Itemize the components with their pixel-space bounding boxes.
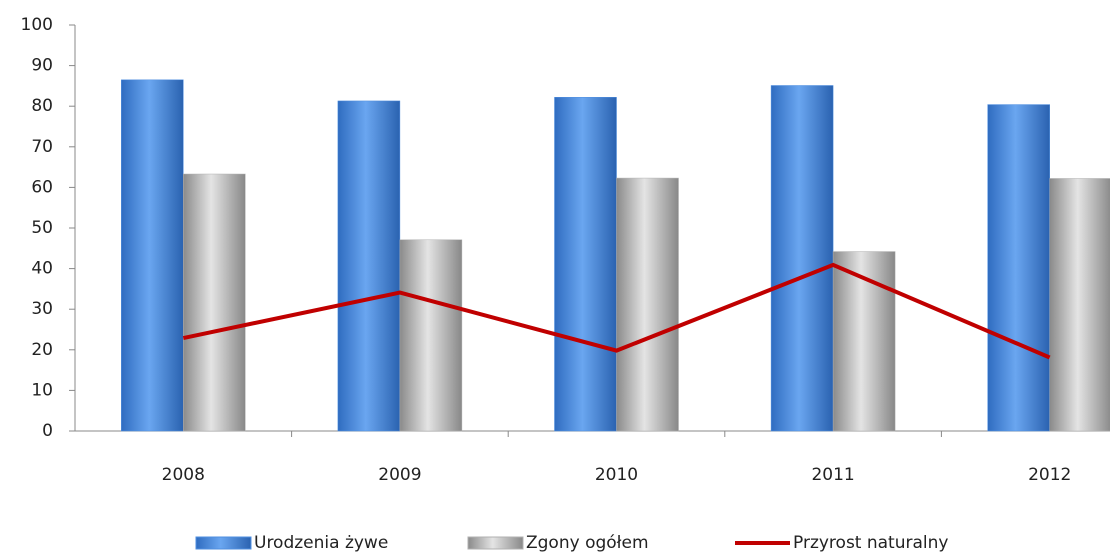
legend-label: Zgony ogółem xyxy=(526,533,649,553)
legend-swatch xyxy=(467,536,524,550)
legend-label: Urodzenia żywe xyxy=(254,533,388,553)
bar xyxy=(1049,178,1110,432)
bar xyxy=(987,104,1050,432)
y-tick-label: 90 xyxy=(31,56,53,76)
bar xyxy=(399,239,463,432)
legend-label: Przyrost naturalny xyxy=(793,533,948,553)
bar xyxy=(770,85,834,432)
bar xyxy=(337,100,401,432)
y-tick-label: 100 xyxy=(21,15,53,35)
x-tick-label: 2011 xyxy=(811,465,854,485)
y-tick-label: 50 xyxy=(31,218,53,238)
y-tick-label: 40 xyxy=(31,259,53,279)
x-tick-label: 2008 xyxy=(162,465,205,485)
y-tick-label: 80 xyxy=(31,96,53,116)
legend-swatch xyxy=(195,536,252,550)
y-tick-label: 60 xyxy=(31,177,53,197)
x-tick-label: 2009 xyxy=(378,465,421,485)
x-tick-label: 2012 xyxy=(1028,465,1071,485)
bar xyxy=(183,173,246,432)
bar xyxy=(554,97,617,432)
line xyxy=(182,262,1051,360)
y-tick-label: 0 xyxy=(42,421,53,441)
y-tick-label: 70 xyxy=(31,137,53,157)
y-tick-label: 20 xyxy=(31,340,53,360)
bar xyxy=(121,79,184,432)
y-tick-label: 30 xyxy=(31,299,53,319)
bar xyxy=(616,177,679,432)
y-tick-label: 10 xyxy=(31,380,53,400)
x-tick-label: 2010 xyxy=(595,465,638,485)
bar xyxy=(832,251,896,432)
